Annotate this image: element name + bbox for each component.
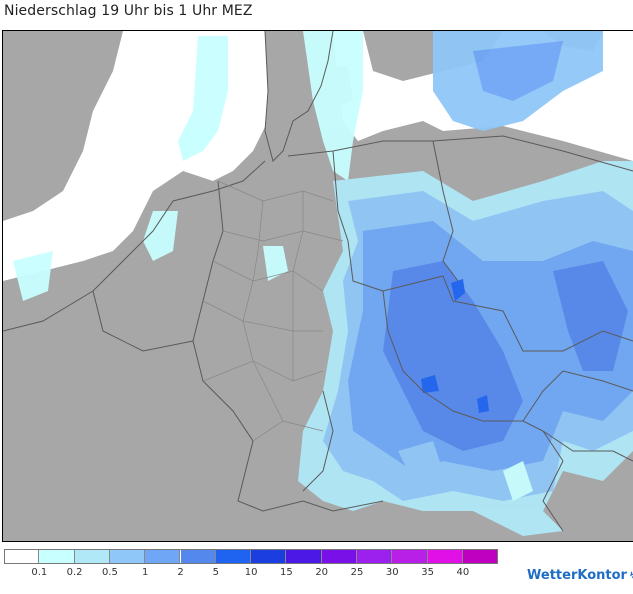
legend-swatch: [215, 549, 252, 564]
legend-swatch: [462, 549, 499, 564]
precipitation-legend: 0.1 0.2 0.5 1 2 5 10 15 20 25 30 35 40: [4, 549, 504, 589]
legend-swatch: [321, 549, 357, 564]
borders: [3, 31, 633, 532]
legend-tick-label: 0.1: [31, 567, 48, 578]
legend-swatch: [251, 549, 287, 564]
legend-tick-label: 1: [142, 567, 149, 578]
legend-tick-label: 15: [280, 567, 293, 578]
uk-east: [3, 31, 123, 221]
map-title: Niederschlag 19 Uhr bis 1 Uhr MEZ: [4, 3, 253, 19]
logo-mark-icon: ↯: [629, 571, 633, 582]
legend-tick-label: 0.5: [101, 567, 118, 578]
legend-swatch: [357, 549, 393, 564]
legend-swatch: [4, 549, 40, 564]
legend-swatch: [145, 549, 181, 564]
legend-tick-label: 20: [315, 567, 329, 578]
precipitation-layer: [13, 31, 633, 536]
legend-swatch: [109, 549, 146, 564]
legend-swatch: [39, 549, 75, 564]
legend-tick-label: 2: [177, 567, 184, 578]
logo-text: WetterKontor: [527, 568, 627, 583]
precipitation-map: [2, 30, 633, 542]
legend-tick-label: 10: [244, 567, 258, 578]
legend-tick-label: 40: [456, 567, 470, 578]
legend-swatch: [286, 549, 322, 564]
legend-tick-label: 5: [212, 567, 219, 578]
legend-tick-label: 35: [421, 567, 434, 578]
legend-swatch: [392, 549, 428, 564]
state-borders: [202, 180, 344, 442]
legend-swatch: [180, 549, 216, 564]
legend-swatch: [427, 549, 463, 564]
legend-swatch: [74, 549, 110, 564]
map-svg: [3, 31, 633, 541]
legend-tick-label: 30: [385, 567, 399, 578]
wetterkontor-logo[interactable]: WetterKontor↯: [527, 568, 633, 583]
legend-tick-label: 0.2: [66, 567, 83, 578]
legend-tick-label: 25: [350, 567, 364, 578]
